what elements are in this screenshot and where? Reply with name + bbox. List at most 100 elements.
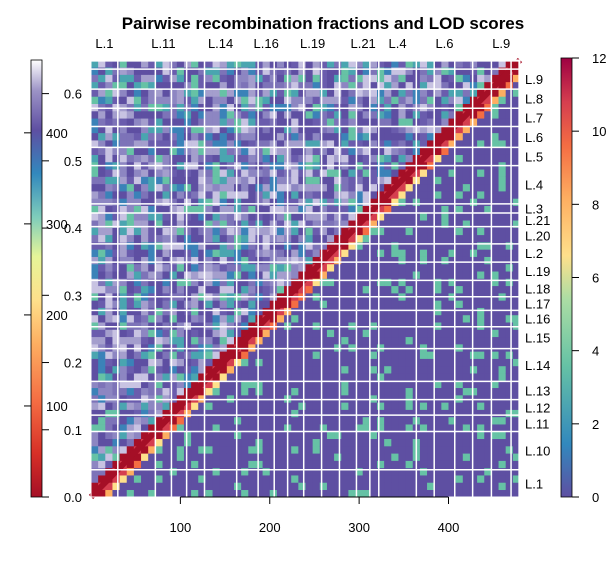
heatmap-cell <box>491 205 499 214</box>
heatmap-cell <box>155 147 163 155</box>
heatmap-cell <box>126 242 135 250</box>
heatmap-cell <box>126 329 135 338</box>
heatmap-cell <box>512 110 521 119</box>
heatmap-cell <box>198 205 206 214</box>
heatmap-cell <box>334 322 342 330</box>
heatmap-cell <box>319 96 328 104</box>
heatmap-cell <box>183 132 192 141</box>
heatmap-cell <box>405 212 414 221</box>
heatmap-cell <box>355 147 363 155</box>
heatmap-cell <box>191 183 199 192</box>
heatmap-cell <box>183 402 192 410</box>
heatmap-cell <box>191 358 199 367</box>
heatmap-cell <box>91 365 99 374</box>
heatmap-cell <box>183 424 192 432</box>
heatmap-cell <box>477 198 485 206</box>
heatmap-cell <box>155 373 163 381</box>
heatmap-cell <box>419 285 428 294</box>
heatmap-cell <box>241 344 249 352</box>
heatmap-cell <box>434 431 442 440</box>
heatmap-cell <box>419 307 428 316</box>
heatmap-cell <box>219 373 228 381</box>
heatmap-cell <box>198 358 206 367</box>
heatmap-cell <box>326 373 335 381</box>
heatmap-cell <box>334 89 342 97</box>
heatmap-cell <box>312 60 321 68</box>
heatmap-cell <box>491 351 499 359</box>
heatmap-cell <box>427 431 435 440</box>
heatmap-cell <box>248 475 256 483</box>
heatmap-cell <box>91 409 99 418</box>
heatmap-cell <box>162 183 170 192</box>
heatmap-cell <box>377 431 385 440</box>
heatmap-cell <box>248 147 256 155</box>
heatmap-cell <box>133 489 142 498</box>
heatmap-cell <box>119 431 128 440</box>
heatmap-cell <box>384 118 392 126</box>
heatmap-cell <box>155 96 163 104</box>
heatmap-cell <box>305 263 313 272</box>
heatmap-cell <box>462 336 471 345</box>
heatmap-cell <box>377 336 385 345</box>
heatmap-cell <box>319 409 328 418</box>
heatmap-cell <box>133 154 142 163</box>
heatmap-cell <box>312 103 321 112</box>
heatmap-cell <box>498 103 506 112</box>
heatmap-cell <box>255 278 263 287</box>
heatmap-cell <box>384 467 392 476</box>
heatmap-cell <box>355 416 363 425</box>
heatmap-cell <box>362 402 371 410</box>
heatmap-cell <box>291 147 299 155</box>
heatmap-cell <box>512 220 521 228</box>
heatmap-cell <box>462 380 471 389</box>
heatmap-cell <box>105 234 113 243</box>
heatmap-cell <box>176 395 185 403</box>
heatmap-cell <box>477 351 485 359</box>
heatmap-cell <box>334 438 342 447</box>
heatmap-cell <box>133 373 142 381</box>
heatmap-cell <box>355 358 363 367</box>
heatmap-cell <box>355 380 363 389</box>
heatmap-cell <box>262 329 271 338</box>
right-group-labels: L.9L.8L.7L.6L.5L.4L.3L.21L.20L.2L.19L.18… <box>525 72 550 491</box>
heatmap-cell <box>241 125 249 134</box>
heatmap-cell <box>398 140 406 148</box>
heatmap-cell <box>391 271 399 279</box>
heatmap-cell <box>112 460 120 469</box>
heatmap-cell <box>312 489 321 498</box>
heatmap-cell <box>198 242 206 250</box>
heatmap-cell <box>448 140 456 148</box>
heatmap-cell <box>112 278 120 287</box>
right-group-label: L.18 <box>525 282 550 297</box>
heatmap-cell <box>512 460 521 469</box>
heatmap-cell <box>462 147 471 155</box>
heatmap-cell <box>105 307 113 316</box>
heatmap-cell <box>98 438 106 447</box>
heatmap-cell <box>198 89 206 97</box>
heatmap-cell <box>119 183 128 192</box>
heatmap-cell <box>341 96 349 104</box>
heatmap-cell <box>491 300 499 308</box>
heatmap-cell <box>341 467 349 476</box>
heatmap-cell <box>355 132 363 141</box>
heatmap-cell <box>512 140 521 148</box>
heatmap-cell <box>441 81 449 90</box>
heatmap-cell <box>112 402 120 410</box>
heatmap-cell <box>398 329 406 338</box>
heatmap-cell <box>305 249 313 257</box>
heatmap-cell <box>319 271 328 279</box>
heatmap-cell <box>355 103 363 112</box>
heatmap-cell <box>384 74 392 83</box>
heatmap-cell <box>305 431 313 440</box>
heatmap-cell <box>334 140 342 148</box>
heatmap-cell <box>141 344 149 352</box>
heatmap-cell <box>355 96 363 104</box>
heatmap-cell <box>226 322 235 330</box>
heatmap-cell <box>455 205 464 214</box>
heatmap-cell <box>441 322 449 330</box>
heatmap-cell <box>427 256 435 265</box>
heatmap-cell <box>176 154 185 163</box>
heatmap-cell <box>212 307 220 316</box>
heatmap-cell <box>162 198 170 206</box>
heatmap-cell <box>183 322 192 330</box>
